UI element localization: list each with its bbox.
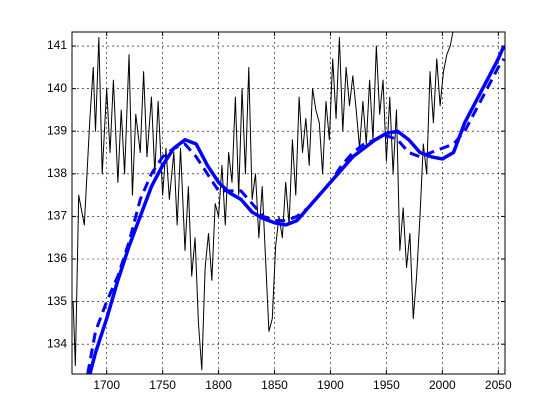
- tick-labels: 134 135 136 137 138 139 140 141 1700 1750 1800 1850…: [47, 38, 512, 392]
- axes-box: [71, 31, 506, 375]
- data-line: [86, 58, 505, 374]
- x-tick-label: 1850: [261, 378, 288, 392]
- lines: [72, 32, 505, 374]
- x-tick-label: 1700: [93, 378, 120, 392]
- x-tick-label: 1900: [317, 378, 344, 392]
- y-tick-label: 134: [47, 336, 67, 350]
- x-tick-label: 2050: [485, 378, 512, 392]
- y-tick-label: 138: [47, 166, 67, 180]
- x-tick-label: 2000: [429, 378, 456, 392]
- data-line: [88, 45, 505, 374]
- y-tick-label: 136: [47, 251, 67, 265]
- x-tick-label: 1800: [205, 378, 232, 392]
- x-tick-label: 1750: [149, 378, 176, 392]
- y-tick-label: 141: [47, 38, 67, 52]
- y-tick-label: 140: [47, 81, 67, 95]
- data-line: [72, 32, 454, 371]
- y-tick-label: 139: [47, 123, 67, 137]
- x-tick-label: 1950: [373, 378, 400, 392]
- y-tick-label: 135: [47, 294, 67, 308]
- y-tick-label: 137: [47, 209, 67, 223]
- plot-area: [72, 32, 505, 374]
- grid: [72, 32, 505, 374]
